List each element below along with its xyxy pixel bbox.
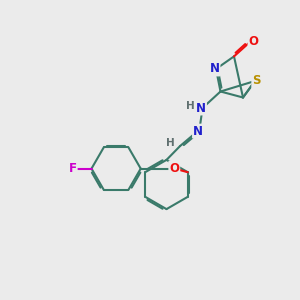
Text: O: O bbox=[169, 161, 179, 175]
Text: N: N bbox=[209, 62, 220, 76]
Text: S: S bbox=[252, 74, 261, 88]
Text: N: N bbox=[193, 124, 203, 138]
Text: H: H bbox=[166, 138, 175, 148]
Text: N: N bbox=[196, 101, 206, 115]
Text: H: H bbox=[185, 100, 194, 111]
Text: O: O bbox=[248, 35, 259, 48]
Text: F: F bbox=[69, 162, 76, 175]
